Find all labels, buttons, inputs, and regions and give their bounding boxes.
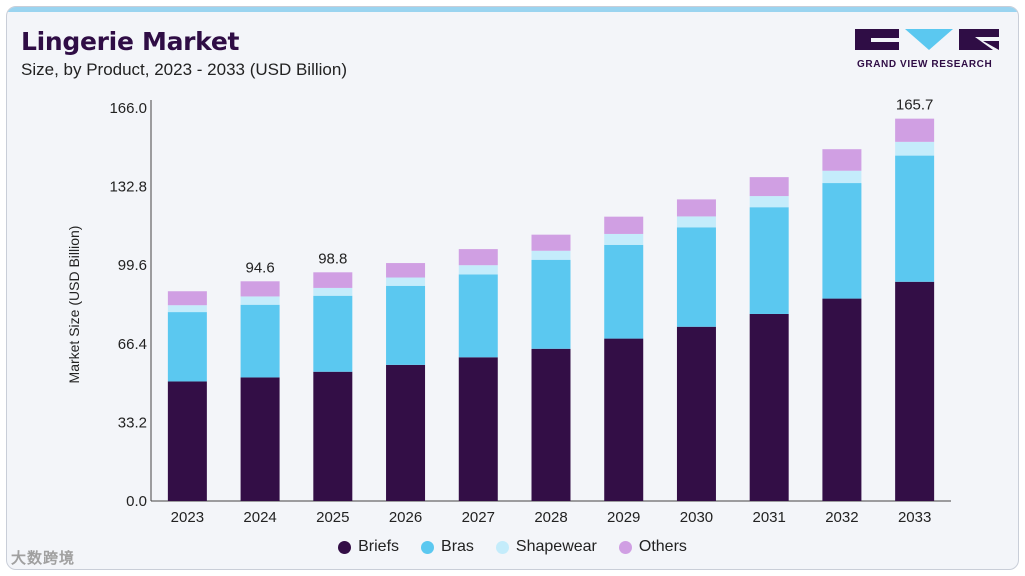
bar-segment-shapewear — [895, 141, 935, 156]
bar-segment-shapewear — [167, 305, 207, 313]
bar-segment-briefs — [313, 371, 353, 501]
bar-segment-others — [240, 281, 280, 297]
bar-segment-briefs — [604, 338, 644, 501]
legend-label: Others — [638, 538, 687, 555]
bar-segment-bras — [386, 285, 426, 365]
y-axis-label: Market Size (USD Billion) — [66, 226, 82, 384]
chart-card: Lingerie Market Size, by Product, 2023 -… — [6, 6, 1019, 570]
bar-segment-briefs — [676, 326, 716, 501]
bar-segment-bras — [822, 183, 862, 299]
y-tick-label: 132.8 — [109, 179, 147, 196]
bar-segment-shapewear — [458, 265, 498, 275]
x-tick-label: 2025 — [316, 509, 349, 526]
chart-title: Lingerie Market — [21, 27, 240, 56]
bar-segment-shapewear — [386, 277, 426, 286]
legend-swatch-icon — [338, 540, 352, 554]
data-label: 165.7 — [896, 97, 934, 114]
x-tick-label: 2031 — [752, 509, 785, 526]
bar-segment-bras — [749, 207, 789, 314]
y-tick-label: 33.2 — [118, 414, 147, 431]
bar-segment-briefs — [167, 381, 207, 501]
legend-label: Briefs — [358, 538, 400, 555]
bar-segment-bras — [313, 295, 353, 372]
y-tick-label: 0.0 — [126, 493, 147, 510]
legend-label: Bras — [441, 538, 474, 555]
data-label: 94.6 — [245, 259, 274, 276]
legend-label: Shapewear — [515, 538, 597, 555]
bar-segment-shapewear — [749, 196, 789, 208]
x-tick-label: 2030 — [680, 509, 713, 526]
bar-segment-bras — [531, 259, 571, 349]
bar-segment-briefs — [822, 298, 862, 501]
y-tick-label: 166.0 — [109, 100, 147, 117]
y-tick-label: 99.6 — [118, 257, 147, 274]
bar-segment-bras — [167, 312, 207, 382]
bar-segment-bras — [458, 274, 498, 358]
data-label: 98.8 — [318, 250, 347, 267]
x-tick-label: 2028 — [534, 509, 567, 526]
bar-segment-shapewear — [531, 250, 571, 260]
watermark-text: 大数跨境 — [11, 550, 76, 567]
legend-item-others: Others — [618, 538, 687, 556]
chart-subtitle: Size, by Product, 2023 - 2033 (USD Billi… — [21, 60, 347, 79]
bar-segment-others — [895, 118, 935, 142]
bar-segment-others — [822, 149, 862, 171]
x-tick-label: 2032 — [825, 509, 858, 526]
bar-segment-bras — [895, 155, 935, 282]
bar-segment-shapewear — [822, 170, 862, 184]
bar-segment-others — [386, 263, 426, 278]
legend-swatch-icon — [618, 540, 632, 554]
bar-segment-bras — [676, 227, 716, 327]
bar-segment-briefs — [531, 348, 571, 501]
bar-segment-shapewear — [604, 233, 644, 245]
top-accent-bar — [7, 7, 1018, 12]
bar-segment-others — [749, 177, 789, 197]
bar-segment-briefs — [458, 357, 498, 501]
bar-segment-briefs — [749, 313, 789, 501]
bar-segment-briefs — [895, 281, 935, 501]
bar-segment-others — [167, 291, 207, 306]
stacked-bar-chart: 0.0 33.2 66.4 99.6 132.8 166.0 Market Size (US… — [66, 97, 951, 526]
x-tick-label: 2029 — [607, 509, 640, 526]
bar-segment-briefs — [386, 364, 426, 501]
bar-segment-shapewear — [240, 296, 280, 305]
y-tick-label: 66.4 — [118, 336, 147, 353]
grand-view-research-logo-icon — [855, 29, 999, 50]
legend-swatch-icon — [495, 540, 509, 554]
chart-legend: Briefs Bras Shapewear Others — [7, 538, 1018, 556]
x-tick-label: 2023 — [171, 509, 204, 526]
bar-segment-shapewear — [313, 287, 353, 296]
x-tick-label: 2026 — [389, 509, 422, 526]
x-tick-label: 2027 — [462, 509, 495, 526]
bar-segment-bras — [240, 304, 280, 378]
x-tick-label: 2033 — [898, 509, 931, 526]
bar-segment-others — [531, 234, 571, 251]
bar-segment-briefs — [240, 377, 280, 501]
x-tick-label: 2024 — [243, 509, 276, 526]
legend-item-shapewear: Shapewear — [495, 538, 597, 556]
legend-item-briefs: Briefs — [338, 538, 399, 556]
legend-item-bras: Bras — [421, 538, 474, 556]
bar-segment-others — [313, 272, 353, 288]
brand-name: GRAND VIEW RESEARCH — [857, 59, 993, 70]
bar-segment-others — [458, 249, 498, 266]
bar-segment-others — [604, 216, 644, 234]
bar-segment-bras — [604, 244, 644, 339]
bar-segment-others — [676, 199, 716, 217]
bar-segment-shapewear — [676, 216, 716, 228]
legend-swatch-icon — [421, 540, 435, 554]
